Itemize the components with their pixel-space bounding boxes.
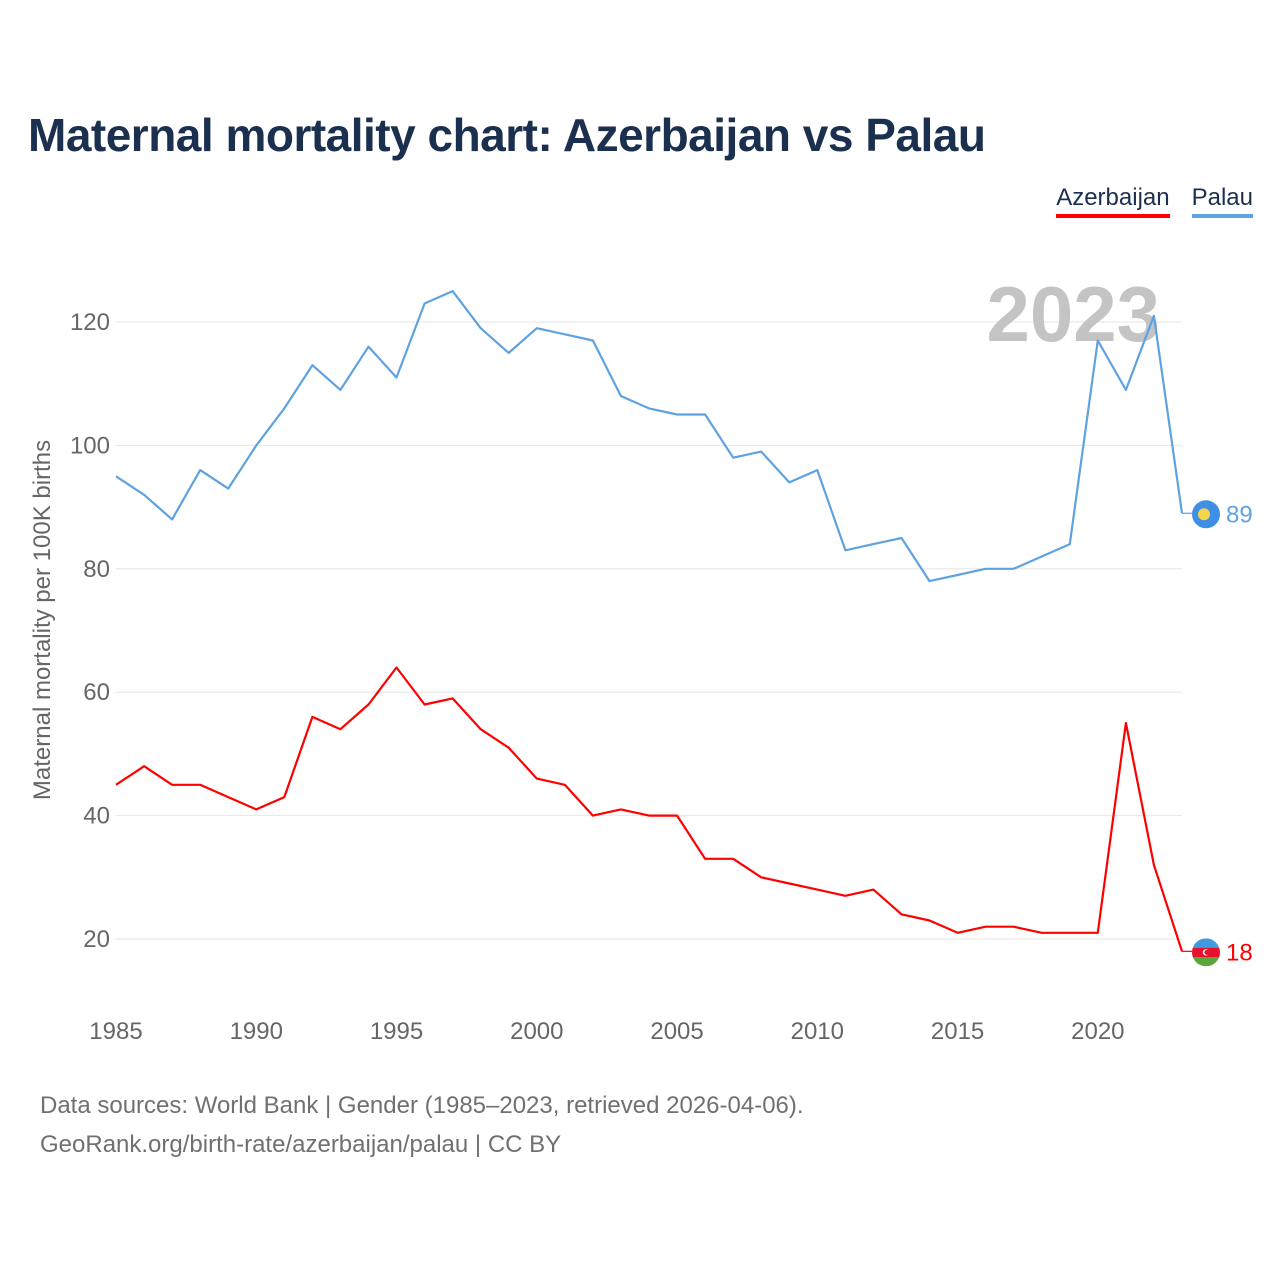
y-tick-label: 60	[83, 679, 110, 706]
palau-flag-disc	[1198, 508, 1210, 521]
chart-title: Maternal mortality chart: Azerbaijan vs …	[28, 109, 986, 161]
end-value-label-azerbaijan: 18	[1226, 939, 1253, 966]
x-tick-label: 1985	[89, 1018, 142, 1045]
palau-flag-icon	[1192, 500, 1220, 529]
x-tick-label: 1990	[230, 1018, 283, 1045]
series-line-azerbaijan[interactable]	[115, 666, 1184, 952]
y-tick-label: 40	[83, 803, 110, 830]
azerbaijan-flag-crescent-cut	[1204, 949, 1210, 955]
y-tick-label: 80	[83, 556, 110, 583]
end-value-label-palau: 89	[1226, 501, 1253, 528]
azerbaijan-flag-icon	[1192, 938, 1220, 967]
footer: Data sources: World Bank | Gender (1985–…	[40, 1086, 804, 1164]
x-tick-label: 2005	[650, 1018, 703, 1045]
legend-item-palau[interactable]: Palau	[1191, 184, 1253, 218]
y-tick-labels: 20 40 60 80 100 120	[70, 309, 110, 953]
series-line-palau[interactable]	[115, 290, 1184, 583]
legend: Azerbaijan Palau	[1056, 184, 1253, 218]
x-tick-label: 2000	[510, 1018, 563, 1045]
series-lines	[115, 290, 1184, 952]
x-tick-labels: 1985 1990 1995 2000 2005 2010 2015 2020	[89, 1018, 1124, 1045]
y-tick-label: 20	[83, 926, 110, 953]
x-tick-label: 2020	[1071, 1018, 1124, 1045]
x-tick-label: 2010	[791, 1018, 844, 1045]
legend-item-azerbaijan[interactable]: Azerbaijan	[1056, 184, 1170, 218]
x-tick-label: 1995	[370, 1018, 423, 1045]
y-tick-label: 100	[70, 432, 110, 459]
azerbaijan-flag-stripe-blue	[1192, 938, 1220, 948]
end-markers: 89 18	[1182, 500, 1253, 966]
year-watermark: 2023	[986, 270, 1160, 358]
x-tick-label: 2015	[931, 1018, 984, 1045]
y-axis-label: Maternal mortality per 100K births	[29, 440, 56, 800]
source-url[interactable]: GeoRank.org/birth-rate/azerbaijan/palau …	[40, 1131, 562, 1158]
data-sources-note: Data sources: World Bank | Gender (1985–…	[40, 1092, 804, 1119]
y-tick-label: 120	[70, 309, 110, 336]
azerbaijan-flag-stripe-green	[1192, 957, 1220, 967]
grid-lines	[116, 321, 1182, 940]
